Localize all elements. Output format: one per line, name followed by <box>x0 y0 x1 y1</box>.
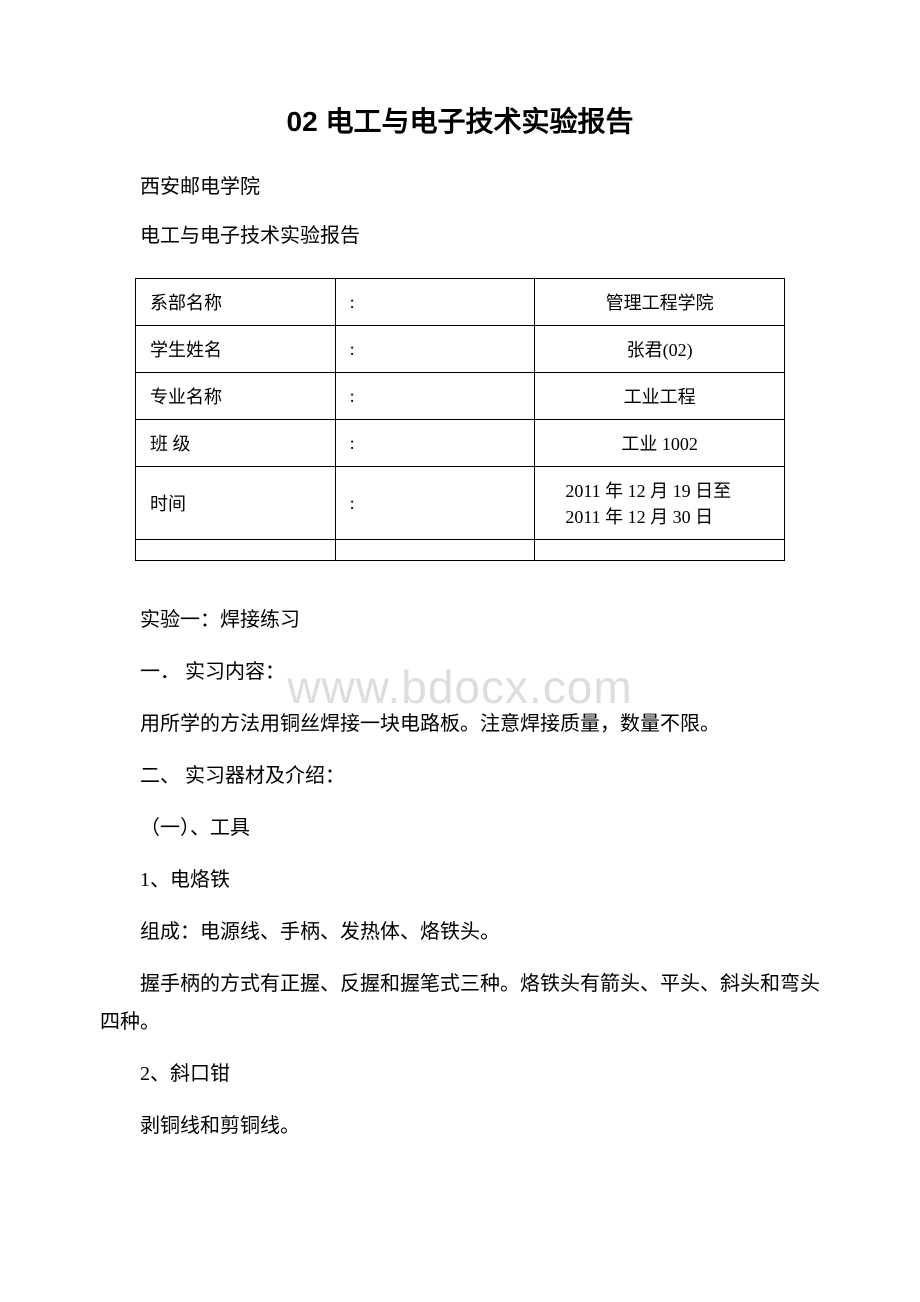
body-paragraph: 剥铜线和剪铜线。 <box>100 1107 820 1145</box>
info-table: 系部名称 : 管理工程学院 学生姓名 : 张君(02) 专业名称 : 工业工程 … <box>135 278 785 561</box>
table-row: 班 级 : 工业 1002 <box>136 420 785 467</box>
table-cell-label <box>136 540 336 561</box>
table-cell-colon: : <box>335 420 535 467</box>
table-cell-value: 工业工程 <box>535 373 785 420</box>
item-title: 1、电烙铁 <box>100 861 820 899</box>
subsection-heading: （一）、工具 <box>100 809 820 847</box>
table-cell-colon: : <box>335 279 535 326</box>
body-paragraph: 握手柄的方式有正握、反握和握笔式三种。烙铁头有箭头、平头、斜头和弯头四种。 <box>100 965 820 1041</box>
document-title: 02 电工与电子技术实验报告 <box>100 100 820 140</box>
item-title: 2、斜口钳 <box>100 1055 820 1093</box>
table-cell-label: 学生姓名 <box>136 326 336 373</box>
table-cell-colon <box>335 540 535 561</box>
table-row: 时间 : 2011 年 12 月 19 日至 2011 年 12 月 30 日 <box>136 467 785 540</box>
section-heading: 二、 实习器材及介绍： <box>100 757 820 795</box>
table-cell-colon: : <box>335 467 535 540</box>
section-heading: 一． 实习内容： <box>100 653 820 691</box>
body-paragraph: 组成：电源线、手柄、发热体、烙铁头。 <box>100 913 820 951</box>
table-cell-value: 工业 1002 <box>535 420 785 467</box>
report-name-line: 电工与电子技术实验报告 <box>100 219 820 248</box>
table-cell-label: 班 级 <box>136 420 336 467</box>
table-cell-colon: : <box>335 373 535 420</box>
table-row: 系部名称 : 管理工程学院 <box>136 279 785 326</box>
table-row: 学生姓名 : 张君(02) <box>136 326 785 373</box>
table-cell-value: 张君(02) <box>535 326 785 373</box>
table-cell-colon: : <box>335 326 535 373</box>
table-row <box>136 540 785 561</box>
body-paragraph: 用所学的方法用铜丝焊接一块电路板。注意焊接质量，数量不限。 <box>100 705 820 743</box>
table-row: 专业名称 : 工业工程 <box>136 373 785 420</box>
document-content: 02 电工与电子技术实验报告 西安邮电学院 电工与电子技术实验报告 系部名称 :… <box>100 100 820 1145</box>
table-cell-label: 专业名称 <box>136 373 336 420</box>
experiment-title: 实验一：焊接练习 <box>100 601 820 639</box>
table-cell-value: 管理工程学院 <box>535 279 785 326</box>
table-cell-value: 2011 年 12 月 19 日至 2011 年 12 月 30 日 <box>535 467 785 540</box>
table-cell-label: 时间 <box>136 467 336 540</box>
institution-line: 西安邮电学院 <box>100 170 820 199</box>
table-cell-label: 系部名称 <box>136 279 336 326</box>
table-cell-value <box>535 540 785 561</box>
